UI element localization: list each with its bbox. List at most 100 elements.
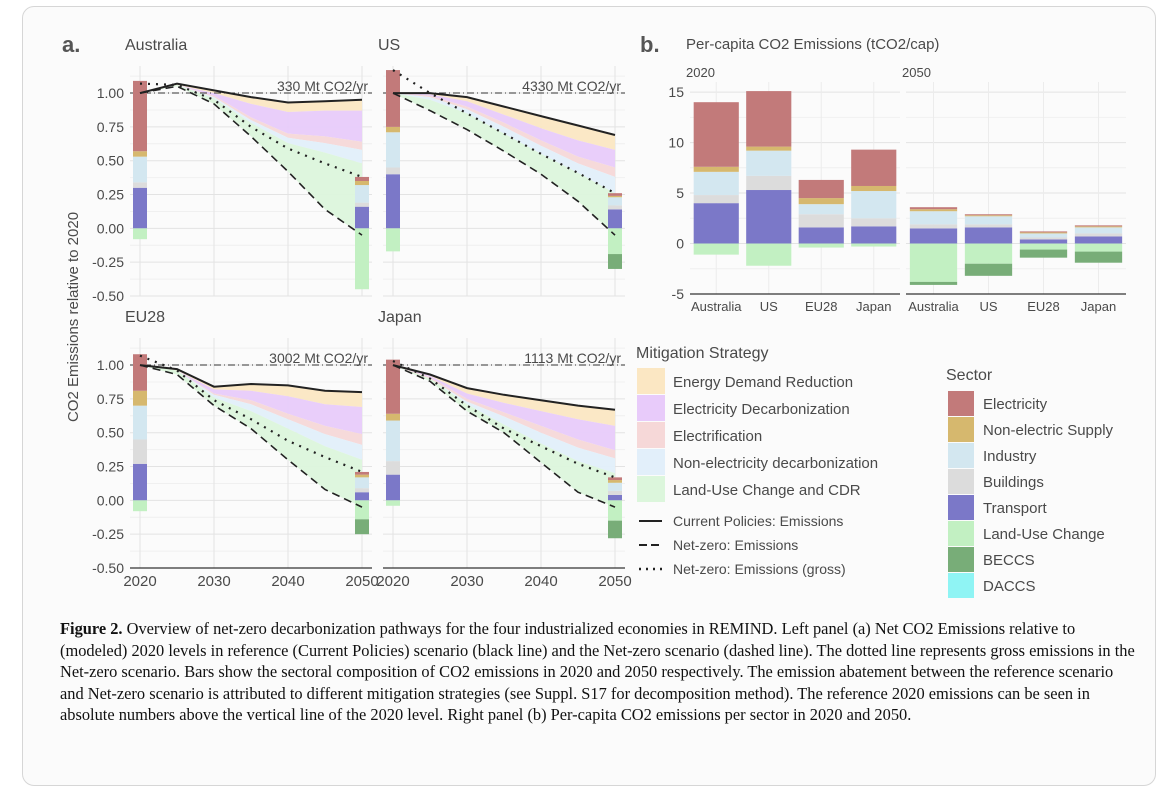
legend-mitigation-label: Energy Demand Reduction (673, 374, 853, 391)
bar-segment-industry (909, 211, 958, 225)
current-policies-line (139, 364, 363, 394)
bar-segment-electricity (693, 102, 739, 167)
y-tick-label: 0.50 (97, 425, 124, 441)
legend-swatch (948, 391, 974, 416)
bar-segment-electricity (851, 149, 897, 186)
x-tick-label: 2050 (598, 573, 631, 590)
y-tick-label: -0.50 (92, 288, 124, 304)
bar-segment-industry (386, 420, 400, 462)
facet-title: Japan (378, 309, 422, 326)
bar-segment-non-electric-supply (1074, 226, 1123, 228)
panel-letter-b: b. (640, 32, 660, 57)
bar-segment-beccs (608, 254, 622, 269)
legend-swatch (948, 469, 974, 494)
legend-line-label: Net-zero: Emissions (673, 537, 798, 553)
bar-segment-non-electric-supply (608, 195, 622, 198)
bar-segment-transport (608, 209, 622, 229)
bar-segment-buildings (133, 439, 147, 464)
y-tick-label: 0.25 (97, 187, 124, 203)
bar-segment-electricity (909, 207, 958, 210)
x-tick-label: EU28 (1027, 299, 1060, 314)
mitigation-band (140, 84, 362, 164)
legend-swatch (637, 449, 665, 475)
x-tick-label: 2030 (197, 573, 230, 590)
x-tick-label: Australia (691, 299, 742, 314)
bar-segment-industry (746, 150, 792, 176)
bar-segment-land-use-change (355, 500, 369, 520)
legend-sector-label: Transport (983, 500, 1047, 517)
bar-segment-buildings (964, 224, 1013, 228)
bar-segment-buildings (355, 488, 369, 493)
bar-segment-buildings (608, 205, 622, 210)
bar-segment-transport (1019, 239, 1068, 244)
bar-segment-land-use-change (386, 228, 400, 252)
bar-segment-non-electric-supply (386, 126, 400, 133)
legend-sector-label: Electricity (983, 396, 1048, 413)
bar-segment-non-electric-supply (693, 166, 739, 172)
bar-segment-industry (1074, 227, 1123, 234)
net-zero-line (392, 92, 616, 236)
bar-segment-electricity (608, 193, 622, 196)
bar-segment-industry (1019, 233, 1068, 238)
x-tick-label: Japan (1081, 299, 1116, 314)
bar-segment-buildings (1019, 237, 1068, 240)
bar-segment-electricity (355, 176, 369, 181)
legend-line-label: Net-zero: Emissions (gross) (673, 561, 846, 577)
legend-swatch (948, 443, 974, 468)
bar-segment-industry (355, 185, 369, 203)
net-zero-gross-line (392, 360, 616, 479)
legend-mitigation-title: Mitigation Strategy (636, 345, 769, 362)
y-tick-label: -5 (672, 286, 685, 302)
x-tick-label: Japan (856, 299, 891, 314)
legend-mitigation-label: Electricity Decarbonization (673, 401, 850, 418)
figure-caption: Figure 2. Overview of net-zero decarboni… (60, 618, 1140, 726)
legend-sector-title: Sector (946, 367, 993, 384)
net-zero-line (392, 364, 616, 508)
legend-sector-label: Buildings (983, 474, 1044, 491)
bar-segment-industry (798, 204, 844, 215)
bar-segment-electricity (133, 354, 147, 391)
y-tick-label: 1.00 (97, 85, 124, 101)
facet-eu28 (130, 338, 372, 569)
panel-b-title: Per-capita CO2 Emissions (tCO2/cap) (686, 36, 939, 53)
mitigation-band (393, 365, 615, 451)
legend-swatch (637, 422, 665, 448)
x-tick-label: 2030 (450, 573, 483, 590)
x-tick-label: 2040 (524, 573, 557, 590)
x-tick-label: EU28 (805, 299, 838, 314)
facet-us (383, 66, 625, 297)
bar-segment-industry (386, 132, 400, 168)
facet-japan (383, 338, 625, 569)
bar-segment-buildings (608, 490, 622, 495)
bar-segment-land-use-change (133, 228, 147, 240)
bar-segment-non-electric-supply (964, 215, 1013, 217)
bar-segment-buildings (386, 461, 400, 475)
legend-swatch (948, 521, 974, 546)
mitigation-band (140, 365, 362, 508)
legend-swatch (948, 495, 974, 520)
x-tick-label: Australia (908, 299, 959, 314)
bar-segment-transport (798, 227, 844, 244)
legend-swatch (637, 368, 665, 394)
bar-segment-beccs (964, 263, 1013, 276)
y-tick-label: 0.00 (97, 492, 124, 508)
net-zero-line (139, 364, 363, 508)
facet-b-2020 (690, 82, 900, 295)
legend-mitigation-label: Electrification (673, 428, 762, 445)
bar-segment-transport (355, 206, 369, 229)
legend-sector-label: Land-Use Change (983, 526, 1105, 543)
bar-segment-transport (693, 203, 739, 244)
net-zero-gross-line (139, 354, 363, 473)
mitigation-band (140, 365, 362, 445)
y-tick-label: 0.75 (97, 119, 124, 135)
bar-segment-industry (964, 216, 1013, 225)
bar-segment-industry (608, 197, 622, 206)
bar-segment-electricity (964, 214, 1013, 216)
bar-segment-land-use-change (386, 500, 400, 506)
bar-segment-land-use-change (746, 243, 792, 266)
x-tick-label: US (979, 299, 997, 314)
legend-mitigation-label: Non-electricity decarbonization (673, 455, 878, 472)
bar-segment-transport (964, 227, 1013, 244)
y-tick-label: 10 (668, 135, 684, 151)
bar-segment-transport (1074, 236, 1123, 244)
